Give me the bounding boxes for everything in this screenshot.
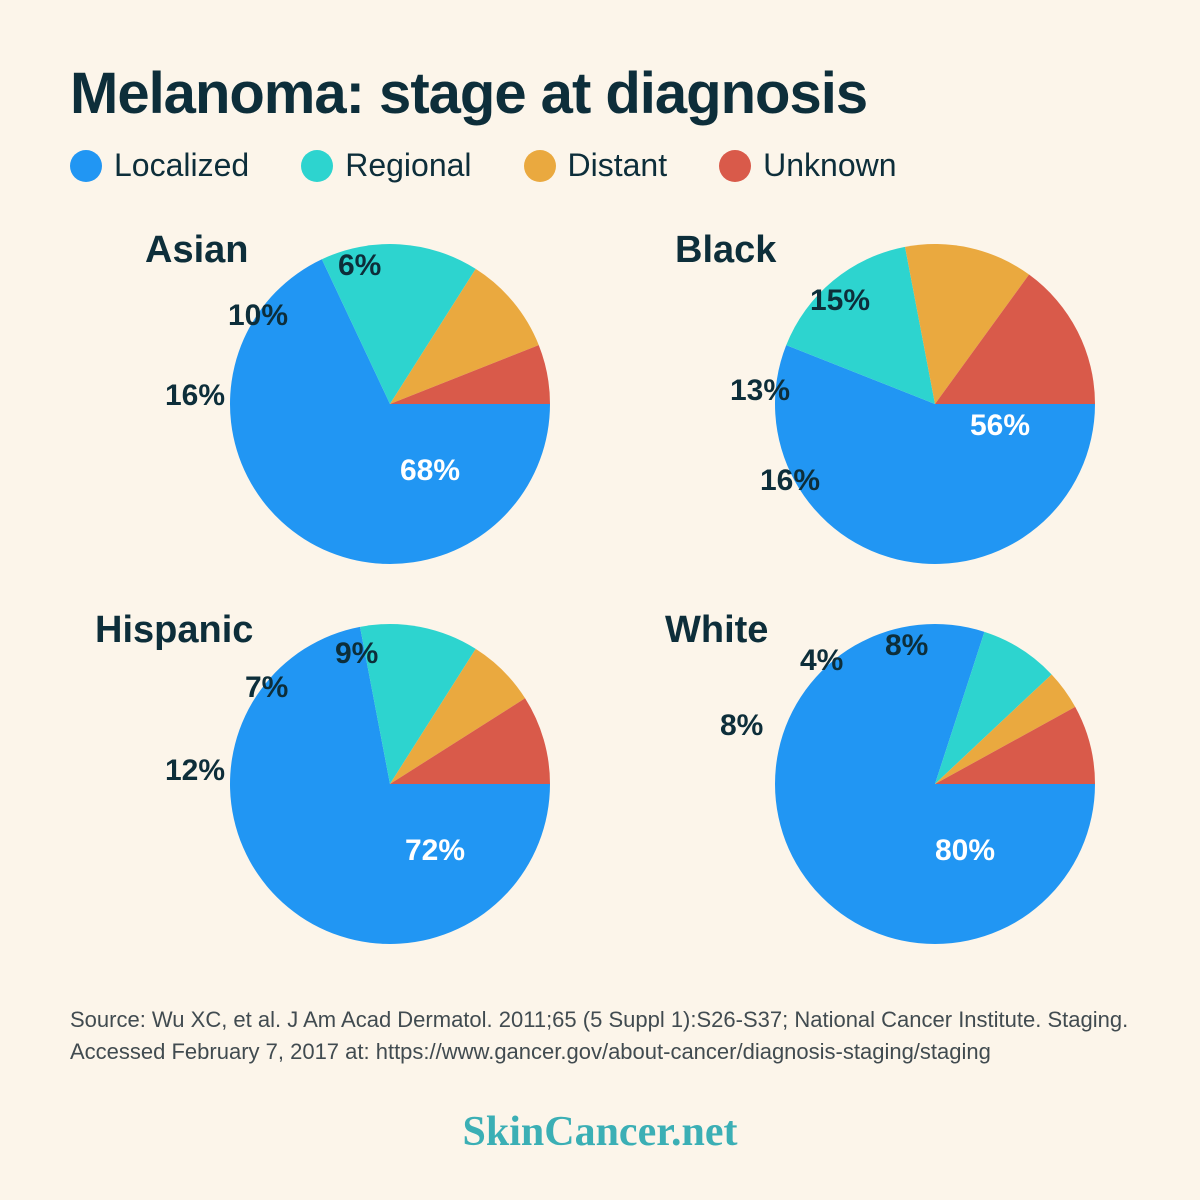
slice-label-regional: 8% <box>720 709 763 743</box>
legend-item: Localized <box>70 147 249 184</box>
legend-label: Unknown <box>763 147 896 184</box>
legend-item: Distant <box>524 147 668 184</box>
slice-label-unknown: 15% <box>810 284 870 318</box>
legend: Localized Regional Distant Unknown <box>70 147 1130 184</box>
chart-cell: Hispanic72%12%7%9% <box>70 609 585 954</box>
chart-cell: Black56%16%13%15% <box>615 229 1130 574</box>
slice-label-distant: 4% <box>800 644 843 678</box>
slice-label-unknown: 9% <box>335 637 378 671</box>
brand-logo: SkinCancer.net <box>70 1108 1130 1156</box>
page-title: Melanoma: stage at diagnosis <box>70 60 1130 127</box>
source-text: Source: Wu XC, et al. J Am Acad Dermatol… <box>70 1004 1130 1068</box>
pie-chart <box>70 229 590 574</box>
legend-label: Regional <box>345 147 471 184</box>
charts-grid: Asian68%16%10%6%Black56%16%13%15%Hispani… <box>70 229 1130 954</box>
slice-label-localized: 56% <box>970 409 1030 443</box>
legend-dot <box>524 150 556 182</box>
legend-dot <box>301 150 333 182</box>
slice-label-localized: 72% <box>405 834 465 868</box>
chart-cell: Asian68%16%10%6% <box>70 229 585 574</box>
slice-label-distant: 10% <box>228 299 288 333</box>
slice-label-regional: 12% <box>165 754 225 788</box>
legend-label: Distant <box>568 147 668 184</box>
slice-label-localized: 80% <box>935 834 995 868</box>
legend-item: Unknown <box>719 147 896 184</box>
slice-label-unknown: 8% <box>885 629 928 663</box>
legend-dot <box>70 150 102 182</box>
pie-chart <box>70 609 590 954</box>
legend-label: Localized <box>114 147 249 184</box>
slice-label-regional: 16% <box>760 464 820 498</box>
slice-label-regional: 16% <box>165 379 225 413</box>
chart-cell: White80%8%4%8% <box>615 609 1130 954</box>
slice-label-distant: 7% <box>245 671 288 705</box>
pie-chart <box>615 609 1135 954</box>
slice-label-localized: 68% <box>400 454 460 488</box>
slice-label-unknown: 6% <box>338 249 381 283</box>
legend-dot <box>719 150 751 182</box>
legend-item: Regional <box>301 147 471 184</box>
slice-label-distant: 13% <box>730 374 790 408</box>
pie-chart <box>615 229 1135 574</box>
